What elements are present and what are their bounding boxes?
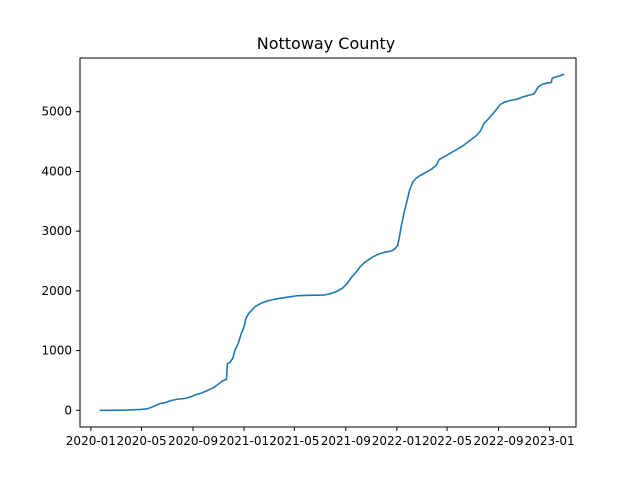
series-layer	[99, 73, 565, 412]
y-tick-label-3: 3000	[41, 224, 72, 238]
axes-frame	[79, 57, 577, 428]
y-axis: 0 1000 2000 3000 4000 5000	[41, 105, 80, 417]
x-tick-label-2: 2020-09	[168, 434, 218, 448]
chart-title: Nottoway County	[257, 34, 396, 53]
y-tick-label-0: 0	[64, 403, 72, 417]
x-tick-label-6: 2022-01	[372, 434, 422, 448]
plot-background	[80, 58, 576, 427]
x-tick-label-7: 2022-05	[422, 434, 472, 448]
x-tick-label-8: 2022-09	[473, 434, 523, 448]
x-tick-label-4: 2021-05	[269, 434, 319, 448]
x-tick-label-9: 2023-01	[525, 434, 575, 448]
x-tick-label-5: 2021-09	[321, 434, 371, 448]
x-tick-label-0: 2020-01	[66, 434, 116, 448]
y-tick-label-2: 2000	[41, 284, 72, 298]
y-tick-label-5: 5000	[41, 105, 72, 119]
x-axis: 2020-01 2020-05 2020-09 2021-01 2021-05 2021-…	[66, 427, 575, 448]
plot-area	[79, 57, 577, 428]
y-tick-label-4: 4000	[41, 164, 72, 178]
y-tick-label-1: 1000	[41, 344, 72, 358]
series-line-0	[99, 73, 565, 412]
x-tick-label-1: 2020-05	[116, 434, 166, 448]
x-tick-label-3: 2021-01	[219, 434, 269, 448]
